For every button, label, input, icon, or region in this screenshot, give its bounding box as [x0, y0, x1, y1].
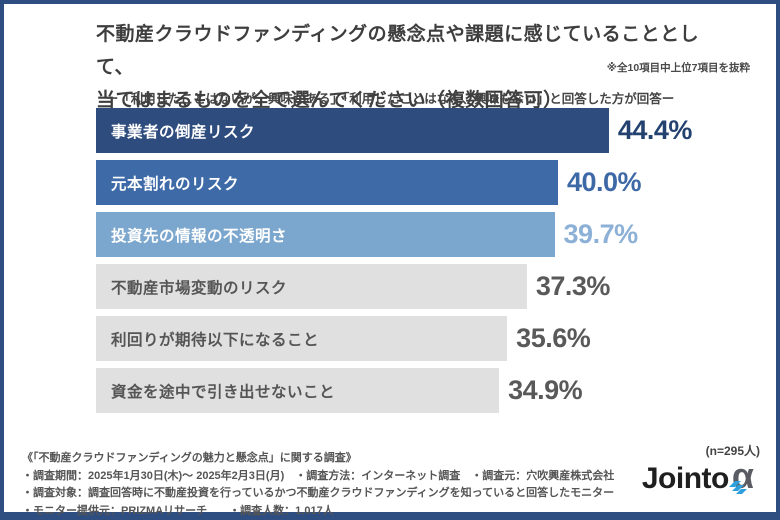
alpha-stripes-icon: [728, 481, 747, 495]
bar: 資金を途中で引き出せないこと: [96, 368, 500, 413]
bar-row: 資金を途中で引き出せないこと 34.9%: [96, 368, 776, 413]
bar-value-label: 34.9%: [508, 375, 583, 405]
bar-row: 利回りが期待以下になること 35.6%: [96, 316, 776, 361]
bar-value-label: 44.4%: [617, 115, 693, 145]
survey-info-line: ・モニター提供元：PRIZMAリサーチ ・調査人数：1,017人: [22, 504, 334, 517]
survey-info: 《「不動産クラウドファンディングの魅力と懸念点」に関する調査》 ・調査期間：20…: [22, 450, 662, 520]
bar: 利回りが期待以下になること: [96, 316, 508, 361]
bar-row: 元本割れのリスク 40.0%: [96, 160, 776, 205]
bar: 不動産市場変動のリスク: [96, 264, 527, 309]
bar-row: 事業者の倒産リスク 44.4%: [96, 108, 776, 153]
bar-value-label: 39.7%: [563, 219, 639, 249]
bar-row: 不動産市場変動のリスク 37.3%: [96, 264, 776, 309]
bar-value-label: 40.0%: [567, 167, 642, 197]
logo-wordmark: Jointo: [641, 462, 730, 495]
chart-title: 不動産クラウドファンディングの懸念点や課題に感じていることとして、 当てはまるも…: [96, 18, 716, 117]
survey-info-line: ・調査期間：2025年1月30日(木)〜 2025年2月3日(月) ・調査方法：…: [22, 469, 615, 482]
bar: 投資先の情報の不透明さ: [96, 212, 555, 257]
bar-value-label: 37.3%: [535, 271, 611, 301]
survey-info-line: ・調査対象：調査回答時に不動産投資を行っているかつ不動産クラウドファンディングを…: [22, 487, 615, 499]
bar-value-label: 35.6%: [516, 323, 591, 353]
bar-category-label: 利回りが期待以下になること: [111, 331, 320, 349]
bar-category-label: 資金を途中で引き出せないこと: [111, 383, 336, 401]
alpha-logo-mark: α: [728, 458, 754, 495]
bar-row: 投資先の情報の不透明さ 39.7%: [96, 212, 776, 257]
bar: 元本割れのリスク: [96, 160, 558, 205]
sample-size-label: (n=295人): [705, 444, 760, 458]
bar-category-label: 元本割れのリスク: [111, 175, 240, 193]
bar-category-label: 事業者の倒産リスク: [111, 123, 256, 141]
chart-title-line2: 当てはまるものを全て選んでください（複数回答可）: [96, 90, 563, 111]
bar-chart: 事業者の倒産リスク 44.4% 元本割れのリスク 40.0% 投資先の情報の不透…: [96, 108, 776, 420]
chart-subtitle: ー「利用したことはないが、興味がある」「利用したことはなく、興味もない」と回答し…: [105, 92, 675, 106]
chart-title-line1: 不動産クラウドファンディングの懸念点や課題に感じていることとして、: [96, 24, 700, 78]
survey-info-line: 《「不動産クラウドファンディングの魅力と懸念点」に関する調査》: [22, 452, 357, 464]
bar: 事業者の倒産リスク: [96, 108, 609, 153]
bar-category-label: 投資先の情報の不透明さ: [111, 227, 288, 245]
jointo-alpha-logo: Jointo α: [641, 458, 754, 496]
chart-title-note: ※全10項目中上位7項目を抜粋: [606, 62, 750, 74]
bar-category-label: 不動産市場変動のリスク: [111, 279, 288, 297]
